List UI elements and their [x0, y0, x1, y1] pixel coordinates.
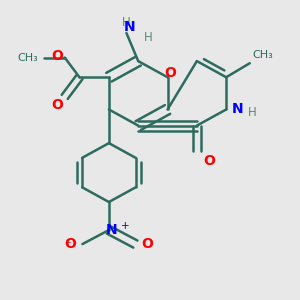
Text: O: O — [203, 154, 214, 168]
Text: H: H — [248, 106, 257, 119]
Text: ⁻: ⁻ — [64, 239, 70, 252]
Text: +: + — [121, 221, 129, 231]
Text: O: O — [165, 66, 176, 80]
Text: H: H — [144, 31, 153, 44]
Text: CH₃: CH₃ — [17, 52, 38, 63]
Text: N: N — [232, 103, 244, 116]
Text: N: N — [106, 223, 118, 237]
Text: O: O — [51, 49, 63, 63]
Text: O: O — [64, 237, 76, 251]
Text: N: N — [124, 20, 135, 34]
Text: CH₃: CH₃ — [253, 50, 273, 60]
Text: O: O — [51, 98, 63, 112]
Text: O: O — [141, 237, 153, 251]
Text: H: H — [122, 16, 131, 29]
